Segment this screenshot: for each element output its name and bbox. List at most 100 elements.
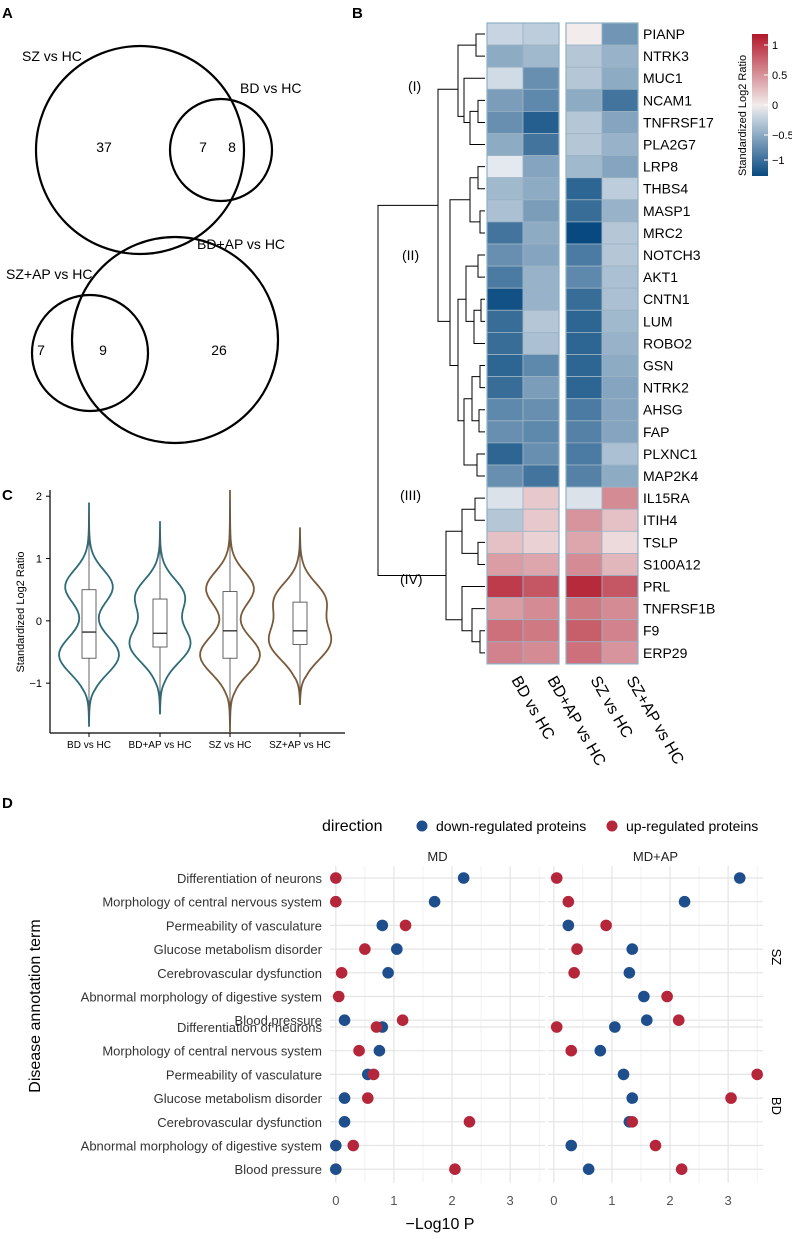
violin-y-tick-label: 1: [36, 554, 42, 566]
heatmap-row-label: ROBO2: [643, 335, 692, 351]
heatmap-cell: [486, 221, 524, 245]
heatmap-row-label: PIANP: [643, 26, 685, 42]
heatmap-row-label: LUM: [643, 313, 673, 329]
heatmap-cell: [522, 376, 560, 400]
legend-tick-label: 1: [772, 40, 778, 52]
dot-point-up: [725, 1092, 737, 1104]
violin-y-tick-label: 2: [36, 491, 42, 503]
violin-y-tick-label: 0: [36, 616, 42, 628]
heatmap-cell: [522, 641, 560, 665]
dot-point-down: [609, 1021, 621, 1033]
dot-point-up: [600, 919, 612, 932]
heatmap-cell: [565, 111, 603, 134]
box-iqr: [222, 591, 238, 659]
heatmap-cell: [601, 66, 639, 90]
venn-label-bd: BD vs HC: [240, 80, 301, 96]
heatmap-cell: [565, 508, 603, 532]
dendrogram-branch: [480, 298, 485, 322]
heatmap-cell: [486, 66, 524, 90]
heatmap-cell: [565, 133, 603, 157]
heatmap-cell: [486, 44, 524, 68]
dot-point-down: [640, 1014, 653, 1026]
heatmap-cell: [601, 133, 639, 157]
heatmap-cell: [565, 88, 603, 112]
dendrogram-branch: [479, 210, 485, 234]
violin-shape: [199, 489, 261, 734]
heatmap-row-label: NOTCH3: [643, 247, 701, 263]
panel-label-b: B: [352, 5, 363, 22]
dot-point-down: [617, 1068, 630, 1081]
heatmap-cell: [522, 155, 560, 179]
dot-y-axis-title: Disease annotation term: [27, 919, 44, 1092]
dot-point-up: [571, 943, 583, 955]
dot-point-up: [399, 919, 412, 932]
heatmap-cell: [486, 354, 524, 378]
violin-shape: [58, 502, 120, 727]
legend-tick-label: −1: [772, 155, 785, 167]
dot-x-tick-label: 0: [332, 1193, 339, 1208]
dot-plot: direction down-regulated proteins up-regul…: [27, 818, 784, 1233]
heatmap-cell: [565, 575, 603, 599]
heatmap-cell: [601, 442, 639, 466]
heatmap-cell: [486, 486, 524, 510]
heatmap-cell: [486, 199, 524, 223]
heatmap-row-label: NTRK2: [643, 380, 689, 396]
facet-column-label: MD+AP: [633, 849, 678, 864]
heatmap-cell: [486, 331, 524, 355]
dot-x-tick-label: 1: [608, 1193, 615, 1208]
violin-x-tick-label: SZ vs HC: [209, 740, 252, 751]
facet-row-label: SZ: [769, 949, 784, 966]
heatmap-cell: [522, 44, 560, 68]
dendrogram-branch: [463, 77, 485, 123]
heatmap-cell: [565, 464, 603, 488]
heatmap-row-label: ITIH4: [643, 512, 677, 528]
heatmap-cell: [486, 553, 524, 576]
dot-point-up: [396, 1014, 409, 1026]
panel-label-a: A: [2, 5, 13, 22]
heatmap-cell: [522, 287, 560, 311]
heatmap-cell: [565, 265, 603, 289]
heatmap-cell: [565, 287, 603, 311]
dot-point-down: [565, 1139, 578, 1152]
venn-label-szap: SZ+AP vs HC: [6, 266, 93, 282]
dendrogram-branch: [457, 298, 466, 422]
heatmap-cell: [565, 530, 603, 554]
legend-title: Standardized Log2 Ratio: [737, 55, 749, 176]
heatmap-row-label: PLXNC1: [643, 446, 698, 462]
heatmap-row-label: S100A12: [643, 556, 701, 572]
heatmap-cell: [522, 22, 560, 46]
heatmap-row-label: AHSG: [643, 402, 683, 418]
dendrogram-branch: [474, 497, 485, 521]
heatmap-column-label: SZ+AP vs HC: [623, 673, 687, 767]
dot-term-label: Glucose metabolism disorder: [154, 942, 323, 957]
heatmap-cell: [486, 464, 524, 488]
dot-term-label: Abnormal morphology of digestive system: [81, 1139, 322, 1154]
heatmap-cell: [522, 575, 560, 599]
heatmap-cell: [486, 398, 524, 422]
heatmap-row-label: NCAM1: [643, 92, 692, 108]
heatmap-cell: [522, 420, 560, 444]
heatmap-cell: [522, 265, 560, 289]
heatmap-cell: [486, 641, 524, 665]
dot-point-down: [638, 990, 650, 1003]
dot-point-up: [353, 1044, 365, 1057]
heatmap-cell: [601, 464, 639, 488]
heatmap-row-label: GSN: [643, 358, 673, 374]
dot-point-up: [361, 1092, 374, 1104]
heatmap-cell: [565, 331, 603, 355]
dendrogram-branch: [477, 254, 485, 278]
dot-term-label: Cerebrovascular dysfunction: [157, 1115, 322, 1130]
dot-point-down: [330, 1163, 342, 1175]
heatmap-cell: [601, 287, 639, 311]
heatmap-cell: [565, 177, 603, 201]
heatmap-cell: [522, 221, 560, 245]
dot-x-tick-label: 0: [550, 1193, 557, 1208]
heatmap-row-label: MAP2K4: [643, 468, 698, 484]
venn-count-bdap-only: 26: [211, 342, 227, 358]
heatmap-cell: [522, 398, 560, 422]
dendrogram-branch: [476, 453, 485, 477]
dot-point-up: [335, 967, 348, 979]
dot-point-down: [391, 943, 403, 955]
